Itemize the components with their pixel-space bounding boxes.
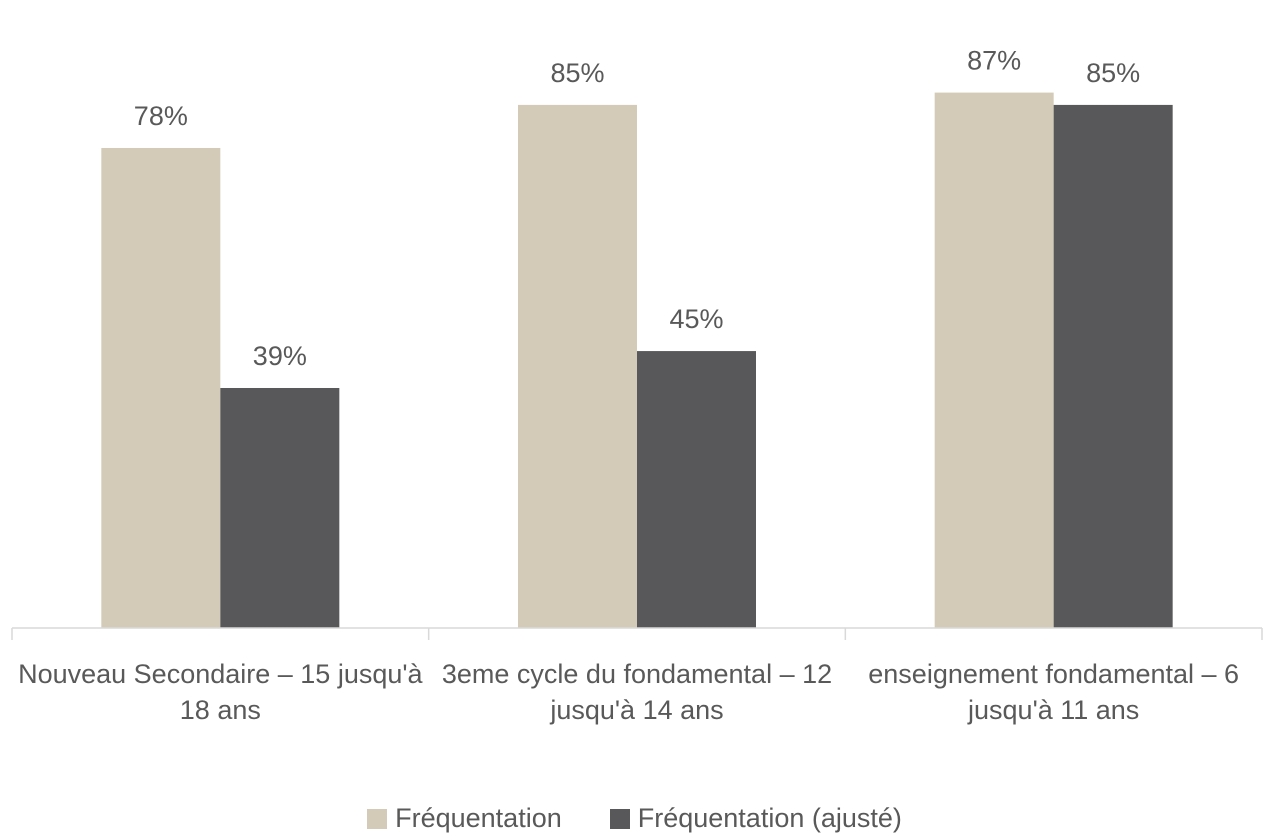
data-label: 45% <box>669 304 723 334</box>
data-label: 87% <box>967 46 1021 76</box>
data-label: 85% <box>550 58 604 88</box>
legend-swatch <box>609 808 630 829</box>
legend-label: Fréquentation <box>395 803 562 833</box>
legend: Fréquentation Fréquentation (ajusté) <box>0 803 1269 834</box>
legend-swatch <box>367 808 388 829</box>
x-tick-label: 3eme cycle du fondamental – 12 jusqu'à 1… <box>441 659 833 725</box>
x-tick-label: Nouveau Secondaire – 15 jusqu'à 18 ans <box>18 659 423 725</box>
data-label: 39% <box>253 341 307 371</box>
legend-label: Fréquentation (ajusté) <box>637 803 902 833</box>
bar <box>101 147 221 628</box>
bar <box>934 92 1054 629</box>
x-tick-label: enseignement fondamental – 6 jusqu'à 11 … <box>868 659 1240 725</box>
bar <box>518 104 637 628</box>
bar <box>1053 104 1173 628</box>
legend-item: Fréquentation <box>367 803 562 834</box>
bar <box>637 351 756 628</box>
data-label: 85% <box>1086 58 1140 88</box>
bar <box>220 387 340 628</box>
data-label: 78% <box>134 101 188 131</box>
legend-item: Fréquentation (ajusté) <box>609 803 902 834</box>
